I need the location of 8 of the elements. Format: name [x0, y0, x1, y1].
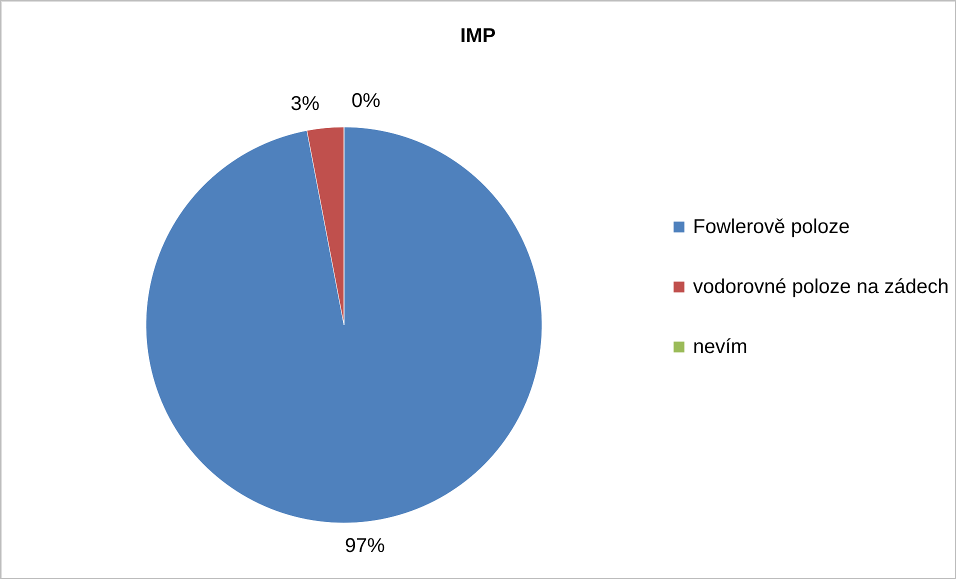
legend-label: vodorovné poloze na zádech	[693, 276, 949, 298]
legend-label: nevím	[693, 336, 748, 358]
pie-slice	[146, 126, 542, 524]
data-label: 97%	[344, 535, 386, 558]
legend-label: Fowlerově poloze	[693, 216, 850, 238]
chart-title: IMP	[460, 25, 496, 47]
text: 0%	[352, 90, 380, 112]
data-label: 3%	[290, 92, 320, 115]
